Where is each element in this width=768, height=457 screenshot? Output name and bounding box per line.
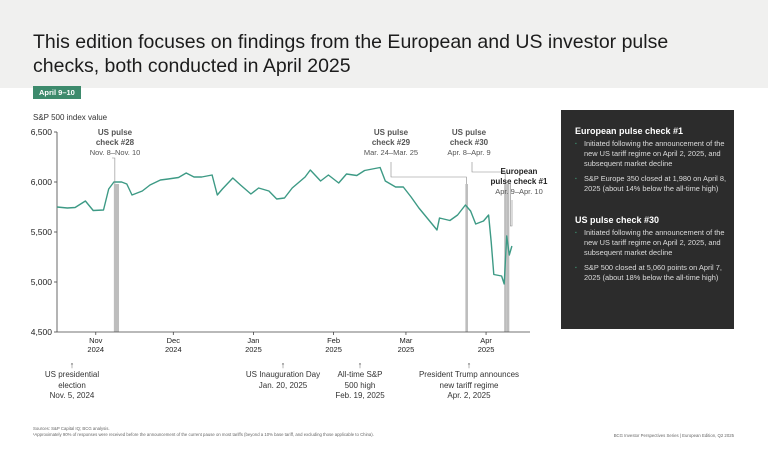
event-inauguration-line-1: US Inauguration Day [245,370,321,379]
event-inauguration-line-2: Jan. 20, 2025 [258,380,308,390]
callout-connector [510,184,513,227]
x-tick-year: 2024 [165,345,182,354]
callout-title: check #28 [96,138,135,147]
callout-dates: Apr. 9–Apr. 10 [495,187,543,196]
event-election: ↑ US presidential election Nov. 5, 2024 [32,361,112,402]
event-tariff-line-2: new tariff regime [439,380,499,390]
panel-bullet: Initiated following the announcement of … [575,139,727,170]
highlight-band [113,184,120,332]
callout-title: European [501,167,538,176]
callout-dates: Apr. 8–Apr. 9 [447,148,490,157]
event-election-line-3: Nov. 5, 2024 [49,391,95,400]
highlight-band [506,184,510,332]
header-band [0,0,768,88]
findings-panel: European pulse check #1 Initiated follow… [561,110,734,329]
callout-title: US pulse [98,128,133,137]
callout-title: pulse check #1 [491,177,548,186]
event-tariff-line-3: Apr. 2, 2025 [447,391,491,400]
panel-bullet: Initiated following the announcement of … [575,228,727,259]
y-tick-label: 5,000 [31,277,53,287]
x-tick-label: Jan [247,336,259,345]
footer-sources: Sources: S&P Capital IQ; BCG analysis. [33,426,110,431]
event-all-time-high: ↑ All-time S&P 500 high Feb. 19, 2025 [325,361,395,402]
panel-bullet: S&P 500 closed at 5,060 points on April … [575,263,727,283]
event-election-line-1: US presidential [44,370,100,379]
panel-section-us: US pulse check #30 Initiated following t… [575,215,727,287]
x-tick-year: 2025 [478,345,495,354]
x-tick-label: Feb [327,336,340,345]
callout-dates: Nov. 8–Nov. 10 [90,148,141,157]
page-title: This edition focuses on findings from th… [33,31,669,77]
callout-connector [390,162,467,184]
event-tariff-line-1: President Trump announces [418,370,520,379]
event-high-line-1: All-time S&P [337,370,383,379]
x-tick-label: Dec [167,336,181,345]
x-tick-year: 2025 [325,345,342,354]
event-tariff-announcement: ↑ President Trump announces new tariff r… [409,361,529,402]
callout-connector [112,157,116,184]
x-tick-year: 2025 [398,345,415,354]
y-tick-label: 6,000 [31,177,53,187]
date-badge: April 9–10 [33,86,81,99]
callout-dates: Mar. 24–Mar. 25 [364,148,418,157]
footer-note: ¹Approximately 90% of responses were rec… [33,432,374,437]
sp500-line [56,166,513,285]
footer-series-label: BCG Investor Perspectives Series | Europ… [613,433,734,438]
panel-bullet: S&P Europe 350 closed at 1,980 on April … [575,174,727,194]
y-tick-label: 4,500 [31,327,53,337]
event-high-line-2: 500 high [344,380,376,390]
x-tick-year: 2025 [245,345,262,354]
highlight-band [465,184,468,332]
panel-section-european: European pulse check #1 Initiated follow… [575,126,727,198]
callout-title: check #30 [450,138,489,147]
x-tick-year: 2024 [87,345,104,354]
callout-title: check #29 [372,138,411,147]
x-tick-label: Apr [480,336,492,345]
x-tick-label: Mar [399,336,412,345]
panel-heading-european: European pulse check #1 [575,126,684,136]
callout-connector [471,162,506,184]
y-tick-label: 6,500 [31,127,53,137]
x-tick-label: Nov [89,336,103,345]
panel-heading-us: US pulse check #30 [575,215,660,225]
y-axis-title: S&P 500 index value [33,113,108,122]
y-tick-label: 5,500 [31,227,53,237]
event-high-line-3: Feb. 19, 2025 [335,391,385,400]
callout-title: US pulse [452,128,487,137]
event-election-line-2: election [58,380,86,390]
callout-title: US pulse [374,128,409,137]
event-inauguration: ↑ US Inauguration Day Jan. 20, 2025 [234,361,332,391]
